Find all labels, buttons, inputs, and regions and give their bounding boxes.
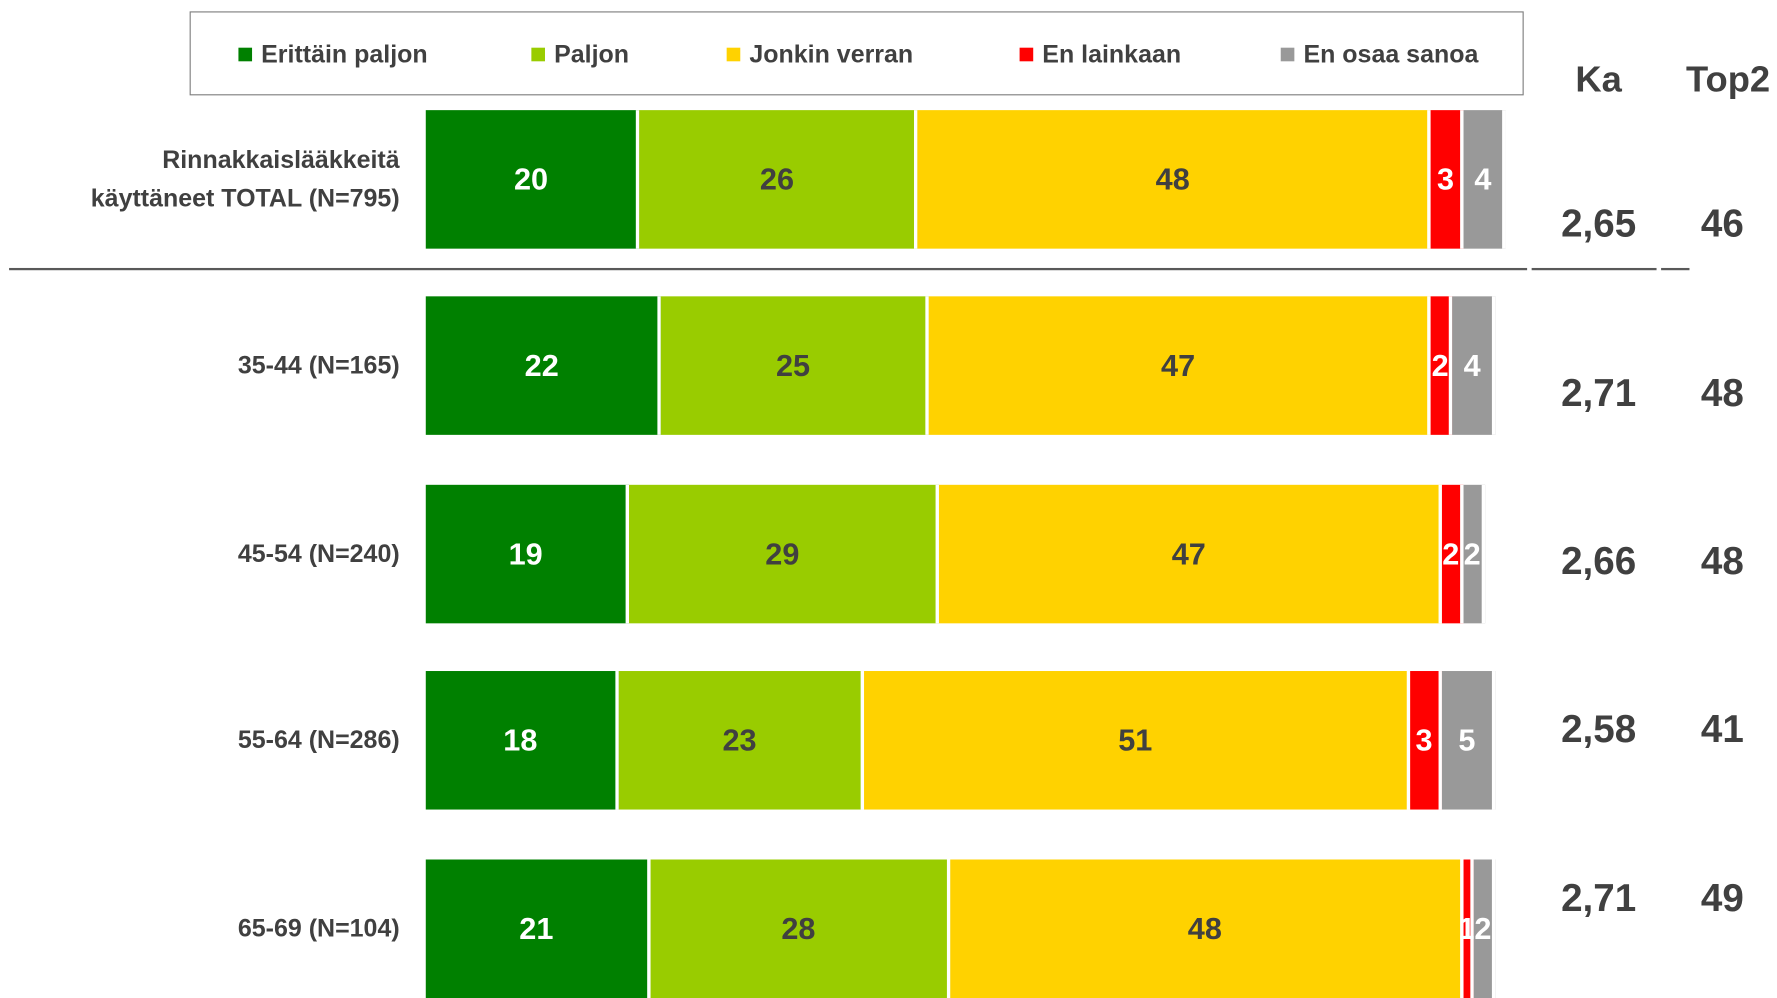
top2-header: Top2 <box>1686 58 1771 100</box>
top2-value: 46 <box>1700 202 1744 246</box>
ka-value: 2,58 <box>1561 707 1637 752</box>
bar-segment: 26 <box>639 110 918 249</box>
value-label: 51 <box>1118 722 1153 757</box>
bar-segment: 23 <box>618 671 865 810</box>
ka-value: 2,66 <box>1561 539 1637 584</box>
legend-item: Erittäin paljon <box>238 39 428 71</box>
legend-marker <box>238 47 253 62</box>
value-label: 3 <box>1415 722 1433 757</box>
value-label: 20 <box>513 161 549 196</box>
bar-segment: 29 <box>628 484 940 624</box>
value-label: 47 <box>1171 536 1206 571</box>
ka-header: Ka <box>1575 58 1622 100</box>
value-label: 23 <box>722 722 757 757</box>
separator <box>1661 267 1690 271</box>
legend-marker <box>531 47 545 62</box>
value-label: 2 <box>1442 536 1460 571</box>
legend-label: Paljon <box>554 39 630 69</box>
legend-marker <box>1280 47 1295 62</box>
bar-segment: 18 <box>425 671 619 810</box>
separator <box>1531 267 1657 271</box>
bar-segment: 4 <box>1452 296 1496 435</box>
bar-segment: 48 <box>949 859 1464 998</box>
ka-value: 2,71 <box>1561 371 1637 415</box>
legend-item: Paljon <box>531 39 629 71</box>
category-label: 65-69 (N=104) <box>237 913 400 943</box>
value-label: 4 <box>1463 348 1481 383</box>
legend-label: En osaa sanoa <box>1303 39 1479 69</box>
value-label: 48 <box>1155 161 1190 196</box>
separator <box>9 267 1528 271</box>
legend-item: En lainkaan <box>1019 39 1182 71</box>
bar-segment: 3 <box>1409 671 1442 810</box>
bar-segment: 47 <box>939 484 1442 624</box>
value-label: 26 <box>759 161 795 196</box>
category-label: Rinnakkaislääkkeitä käyttäneet TOTAL (N=… <box>90 145 400 213</box>
value-label: 29 <box>765 536 800 571</box>
ka-value: 2,65 <box>1561 202 1637 246</box>
value-label: 19 <box>508 536 543 571</box>
bar-segment: 28 <box>650 859 950 998</box>
category-label: 45-54 (N=240) <box>237 539 400 568</box>
bar-segment: 4 <box>1463 110 1507 249</box>
bar-segment: 2 <box>1463 484 1485 624</box>
value-label: 25 <box>775 348 811 383</box>
bar-segment: 5 <box>1441 671 1496 810</box>
value-label: 5 <box>1458 722 1476 757</box>
bar-segment: 25 <box>661 296 929 435</box>
top2-value: 48 <box>1700 539 1744 584</box>
value-label: 21 <box>519 911 554 946</box>
bar-segment: 3 <box>1431 110 1464 249</box>
bar-segment: 19 <box>425 484 629 624</box>
legend-item: Jonkin verran <box>726 39 914 71</box>
value-label: 47 <box>1161 348 1196 383</box>
top2-value: 49 <box>1700 877 1744 921</box>
bar-segment: 2 <box>1431 296 1453 435</box>
value-label: 28 <box>781 911 816 946</box>
legend-label: Jonkin verran <box>749 39 914 69</box>
category-label: 55-64 (N=286) <box>237 725 400 754</box>
value-label: 18 <box>503 722 538 757</box>
bar-segment: 51 <box>864 671 1410 810</box>
value-label: 2 <box>1474 911 1492 946</box>
legend-marker <box>1019 47 1034 62</box>
bar-segment: 20 <box>425 110 640 249</box>
bar-segment: 22 <box>425 296 662 435</box>
legend-item: En osaa sanoa <box>1280 39 1479 71</box>
top2-value: 41 <box>1700 707 1744 752</box>
legend-marker <box>726 47 741 62</box>
bar-segment: 48 <box>917 110 1432 249</box>
value-label: 4 <box>1474 161 1492 196</box>
bar-segment: 1 <box>1458 859 1475 998</box>
bar-segment: 21 <box>425 859 651 998</box>
value-label: 3 <box>1436 161 1455 196</box>
legend-label: Erittäin paljon <box>261 39 428 69</box>
value-label: 2 <box>1463 536 1481 571</box>
bar-segment: 2 <box>1473 859 1496 998</box>
top2-value: 48 <box>1700 371 1744 415</box>
value-label: 22 <box>524 348 559 383</box>
legend <box>189 11 1524 96</box>
category-label: 35-44 (N=165) <box>237 350 400 380</box>
ka-value: 2,71 <box>1561 877 1637 921</box>
legend-label: En lainkaan <box>1042 39 1182 69</box>
value-label: 1 <box>1458 911 1476 946</box>
value-label: 48 <box>1187 911 1222 946</box>
bar-segment: 47 <box>928 296 1432 435</box>
value-label: 2 <box>1431 348 1449 383</box>
bar-segment: 2 <box>1441 484 1464 624</box>
